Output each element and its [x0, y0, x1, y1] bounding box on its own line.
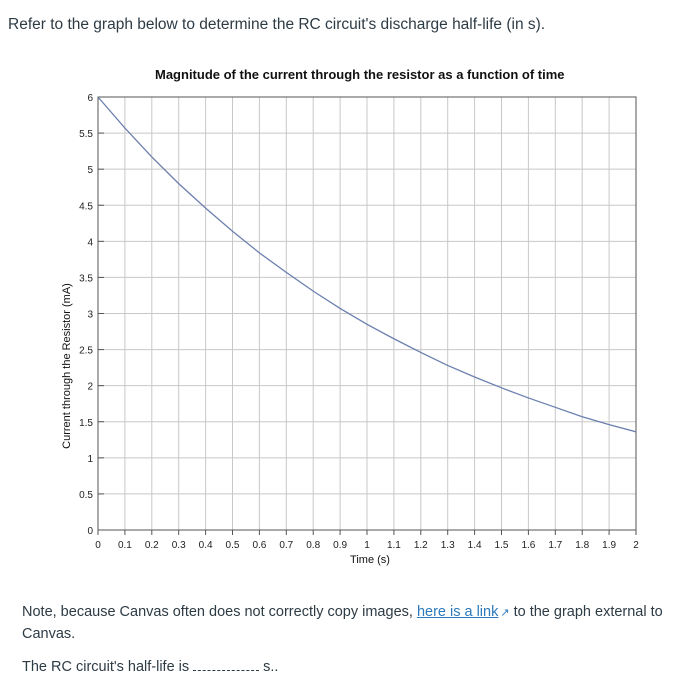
plot-frame: [97, 96, 637, 531]
y-tick-label: 3: [87, 310, 93, 321]
y-tick-label: 0: [87, 526, 93, 537]
x-tick-label: 2: [633, 540, 639, 551]
y-tick-label: 1.5: [79, 418, 93, 429]
note-text-before: Note, because Canvas often does not corr…: [22, 604, 417, 620]
y-tick-label: 5.5: [79, 129, 93, 140]
answer-line: The RC circuit's half-life is s..: [22, 658, 278, 675]
x-tick-label: 1.6: [521, 540, 535, 551]
question-text: Refer to the graph below to determine th…: [8, 16, 546, 33]
chart-svg: 0 0.1 0.2 0.3 0.4 0.5 0.6 0.7 0.8 0.9 1 1.1 1.2 1.3 1.…: [61, 93, 639, 566]
chart-grid: [97, 96, 637, 531]
y-tick-label: 2.5: [79, 346, 93, 357]
x-tick-labels: 0 0.1 0.2 0.3 0.4 0.5 0.6 0.7 0.8 0.9 1 1.1 1.2 1.3 1.…: [95, 540, 639, 551]
x-tick-label: 0.4: [199, 540, 213, 551]
x-axis-label: Time (s): [350, 554, 390, 566]
y-tick-labels: 0 0.5 1 1.5 2 2.5 3 3.5 4 4.5 5 5.5 6: [79, 93, 93, 537]
x-tick-label: 1.2: [414, 540, 428, 551]
x-tick-label: 1.3: [441, 540, 455, 551]
y-tick-label: 3.5: [79, 273, 93, 284]
x-tick-label: 0: [95, 540, 101, 551]
x-tick-label: 1.8: [575, 540, 589, 551]
y-tick-label: 4.5: [79, 201, 93, 212]
x-tick-label: 1.9: [602, 540, 616, 551]
x-tick-label: 1: [364, 540, 370, 551]
x-tick-label: 1.5: [495, 540, 509, 551]
chart-figure: Magnitude of the current through the res…: [0, 52, 696, 592]
x-tick-label: 0.2: [145, 540, 159, 551]
x-tick-label: 0.8: [306, 540, 320, 551]
chart-series: [97, 96, 637, 433]
x-tick-label: 0.1: [118, 540, 132, 551]
note-text-after: to the graph external to Canvas.: [22, 604, 663, 642]
x-tick-label: 0.7: [279, 540, 293, 551]
graph-external-link[interactable]: here is a link: [416, 604, 499, 620]
x-tick-label: 0.6: [252, 540, 266, 551]
y-tick-label: 2: [87, 382, 93, 393]
y-tick-label: 0.5: [79, 490, 93, 501]
x-tick-label: 1.7: [548, 540, 562, 551]
chart-title: Magnitude of the current through the res…: [155, 67, 565, 82]
y-axis-label: Current through the Resistor (mA): [61, 283, 73, 449]
x-tick-label: 0.3: [172, 540, 186, 551]
chart-axes: [97, 96, 637, 535]
note-paragraph: Note, because Canvas often does not corr…: [22, 602, 690, 645]
external-link-icon[interactable]: ↗: [500, 607, 510, 619]
x-tick-label: 1.4: [468, 540, 482, 551]
x-tick-label: 1.1: [387, 540, 401, 551]
series-line: [97, 96, 637, 433]
y-tick-label: 6: [87, 93, 93, 104]
answer-prefix: The RC circuit's half-life is: [22, 659, 190, 675]
y-tick-label: 1: [87, 454, 93, 465]
answer-suffix: s..: [263, 659, 279, 675]
x-tick-label: 0.5: [226, 540, 240, 551]
y-tick-label: 5: [87, 165, 93, 176]
answer-blank: [193, 658, 260, 671]
x-tick-label: 0.9: [333, 540, 347, 551]
y-tick-label: 4: [87, 237, 93, 248]
